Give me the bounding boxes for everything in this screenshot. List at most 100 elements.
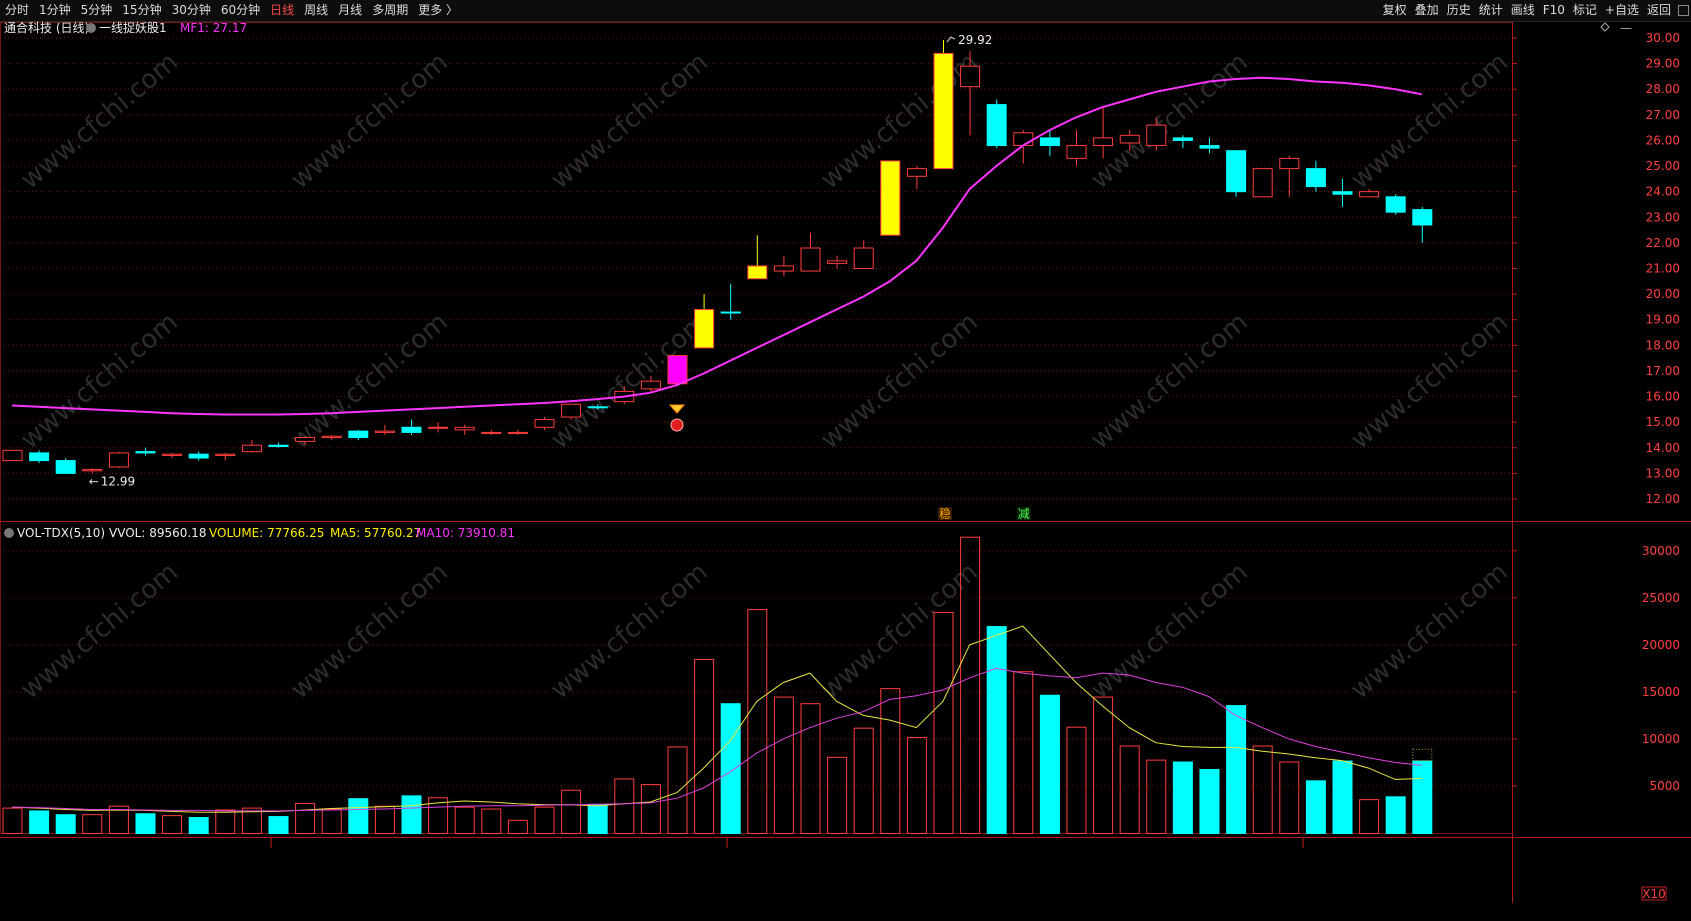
candle-body [348,430,369,439]
candle-body [401,426,422,433]
candle-body [215,453,236,456]
volume-bar [401,795,422,834]
volume-bar [428,797,449,834]
toolbar-button[interactable]: 复权 [1382,3,1407,17]
volume-bar [108,805,129,834]
period-tab[interactable]: 周线 [304,3,329,17]
watermark: www.cfchi.com [15,557,184,705]
toolbar-button[interactable]: 叠加 [1414,3,1439,17]
candle-body [162,453,183,456]
volume-bar [1359,799,1380,835]
candle-body [827,260,848,264]
price-tick-label: 21.00 [1646,262,1680,276]
price-tick-label: 24.00 [1646,185,1680,199]
low-pointer-icon: ← [89,475,99,489]
period-tab[interactable]: 30分钟 [171,3,211,17]
price-tick-label: 18.00 [1646,338,1680,352]
marker-reduce: 减 [1018,507,1030,521]
settings-icon [86,23,96,33]
watermark: www.cfchi.com [1345,557,1514,705]
watermark: www.cfchi.com [285,47,454,195]
period-tab[interactable]: 更多 〉 [418,3,459,17]
high-pointer-icon [946,36,956,43]
low-price-label: 12.99 [101,475,135,489]
toolbar-button[interactable]: 标记 [1572,3,1597,17]
price-tick-label: 14.00 [1646,441,1680,455]
price-tick-label: 16.00 [1646,390,1680,404]
price-tick-label: 23.00 [1646,210,1680,224]
settings-icon [4,528,14,538]
candle-body [295,437,316,442]
candle-body [986,104,1007,147]
price-tick-label: 27.00 [1646,108,1680,122]
candle-body [188,453,209,459]
candle-body [960,65,981,88]
candle-body [1199,145,1220,149]
candle-body [667,355,688,385]
toolbar-button[interactable]: F10 [1542,3,1565,17]
volume-unit: X10 [1642,887,1666,901]
candle-body [561,403,582,418]
volume-estimate-box [1412,748,1433,762]
period-tab[interactable]: 15分钟 [122,3,162,17]
price-tick-label: 19.00 [1646,313,1680,327]
volume-bar [295,802,316,835]
period-tab[interactable]: 1分钟 [39,3,71,17]
candle-body [720,311,741,314]
watermark: www.cfchi.com [285,557,454,705]
toolbar-button[interactable]: +自选 [1604,3,1639,17]
toolbar-button[interactable]: 历史 [1446,3,1471,17]
period-tab[interactable]: 60分钟 [220,3,261,17]
volume-bar [561,789,582,835]
toolbar-button[interactable]: 画线 [1510,3,1535,17]
diamond-icon [1600,22,1610,32]
volume-bar [55,814,76,834]
volume-bar [1252,745,1273,834]
candle-body [1226,150,1247,193]
volume-ma5-line [11,625,1422,813]
marker-box [1016,507,1031,520]
marker-stable: 稳 [939,506,951,521]
toolbar-button[interactable]: 返回 [1646,3,1671,17]
watermark: www.cfchi.com [1345,47,1514,195]
volume-bar [960,536,981,834]
period-tab[interactable]: 5分钟 [80,3,113,17]
period-tab[interactable]: 日线 [270,3,295,17]
volume-bar [1412,760,1433,835]
candle-body [82,469,103,472]
candle-body [534,419,555,428]
candle-body [321,435,342,439]
volume-bar [507,819,528,834]
candle-body [1252,168,1273,198]
price-tick-label: 28.00 [1646,82,1680,96]
candle-body [694,308,715,349]
candle-body [507,431,528,434]
volume-bar [1039,694,1060,835]
volume-tick-label: 15000 [1642,685,1680,699]
chart-frame [0,22,1513,834]
stock-title: 通合科技 (日线) [4,20,89,35]
volume-bar [162,815,183,834]
watermark: www.cfchi.com [15,47,184,195]
volume-bar [2,807,23,835]
volume-ma10-value: MA10: 73910.81 [416,526,515,540]
price-tick-label: 26.00 [1646,133,1680,147]
period-tab[interactable]: 月线 [338,3,363,17]
window-restore-icon[interactable] [1675,0,1691,21]
volume-bar [481,808,502,835]
price-tick-label: 20.00 [1646,287,1680,301]
candle-body [428,426,449,429]
volume-bar [241,807,262,835]
candle-body [906,168,927,177]
volume-tick-label: 5000 [1649,779,1680,793]
volume-bar [1199,769,1220,834]
candle-body [1039,137,1060,147]
candle-body [1013,132,1034,147]
volume-bar [1013,671,1034,835]
toolbar-button[interactable]: 统计 [1478,3,1503,17]
volume-value: VOLUME: 77766.25 [209,526,324,540]
period-tab[interactable]: 分时 [5,3,30,17]
marker-box [938,507,952,520]
period-tab[interactable]: 多周期 [372,3,409,17]
volume-ma10-line [11,667,1422,812]
